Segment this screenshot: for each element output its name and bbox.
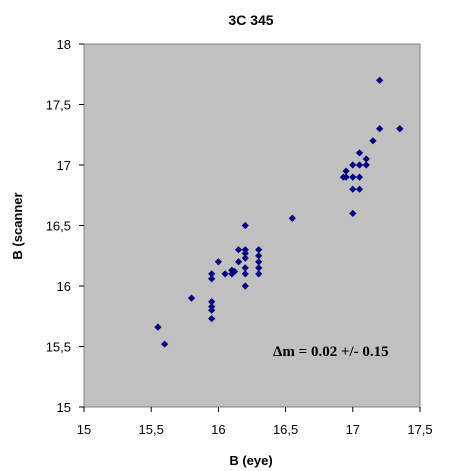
data-point (234, 258, 243, 266)
data-point (396, 125, 404, 133)
data-points (154, 76, 404, 348)
y-tick-label: 15,5 (46, 340, 71, 355)
data-point (161, 340, 169, 348)
data-point (376, 76, 384, 84)
data-point (255, 258, 263, 266)
data-point (255, 264, 263, 272)
data-point (228, 270, 236, 278)
data-point (241, 282, 249, 290)
data-point (288, 214, 296, 222)
data-point (241, 221, 249, 230)
plot-area (83, 43, 421, 408)
data-point (255, 252, 263, 260)
data-point (221, 270, 229, 278)
data-point (154, 323, 162, 331)
data-point (255, 246, 263, 254)
data-point (349, 161, 357, 169)
y-tick-label: 17,5 (46, 98, 71, 113)
y-tick-label: 16,5 (46, 219, 71, 234)
data-point (362, 155, 370, 163)
y-axis-tick-labels: 15 15,5 16 16,5 17 17,5 18 (46, 37, 71, 415)
data-point (187, 294, 196, 302)
data-point (241, 270, 249, 278)
data-point (234, 246, 243, 254)
data-point (208, 302, 216, 311)
data-point (241, 264, 249, 272)
data-point (230, 267, 239, 276)
y-tick-label: 17 (57, 158, 71, 173)
data-point (355, 149, 364, 157)
data-point (208, 298, 216, 306)
data-point (208, 315, 216, 323)
x-tick-label: 16,5 (273, 422, 298, 437)
data-point (342, 173, 350, 181)
x-tick-label: 16 (211, 422, 225, 437)
data-point (214, 258, 222, 266)
data-point (208, 270, 216, 278)
data-point (355, 185, 364, 193)
data-point (208, 275, 216, 283)
data-point (355, 161, 364, 169)
x-axis-tick-labels: 15 15,5 16 16,5 17 17,5 (77, 422, 433, 437)
data-point (255, 270, 263, 278)
data-point (349, 209, 357, 217)
axis-ticks (79, 43, 421, 412)
x-tick-label: 15,5 (139, 422, 164, 437)
y-axis-label: B (scanner (10, 192, 25, 259)
chart-title: 3C 345 (228, 12, 273, 28)
data-point (349, 185, 357, 193)
data-point (241, 254, 249, 262)
x-tick-label: 17 (346, 422, 360, 437)
data-point (342, 167, 350, 175)
data-point (362, 161, 370, 169)
delta-m-annotation: Δm = 0.02 +/- 0.15 (273, 344, 389, 360)
data-point (208, 306, 216, 314)
data-point (369, 137, 377, 145)
y-tick-label: 15 (57, 400, 71, 415)
data-point (376, 125, 384, 133)
y-tick-label: 16 (57, 279, 71, 294)
y-tick-label: 18 (57, 37, 71, 52)
x-tick-label: 15 (77, 422, 91, 437)
x-tick-label: 17,5 (407, 422, 432, 437)
data-point (241, 246, 249, 254)
data-point (241, 249, 249, 257)
data-point (355, 173, 364, 181)
data-point (349, 173, 357, 181)
data-point (228, 266, 236, 274)
x-axis-label: B (eye) (229, 453, 272, 468)
